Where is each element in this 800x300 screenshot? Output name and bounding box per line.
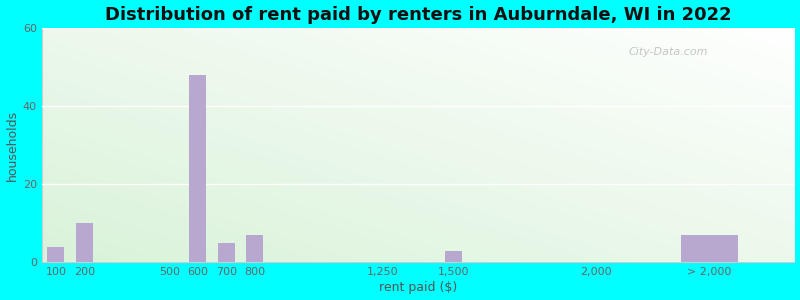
Bar [76,223,93,262]
Bar [681,235,738,262]
Bar [246,235,263,262]
Bar [190,75,206,262]
Bar [47,247,65,262]
Bar [445,251,462,262]
X-axis label: rent paid ($): rent paid ($) [379,281,458,294]
Text: City-Data.com: City-Data.com [629,47,708,57]
Y-axis label: households: households [6,110,18,181]
Title: Distribution of rent paid by renters in Auburndale, WI in 2022: Distribution of rent paid by renters in … [105,6,731,24]
Bar [218,243,235,262]
